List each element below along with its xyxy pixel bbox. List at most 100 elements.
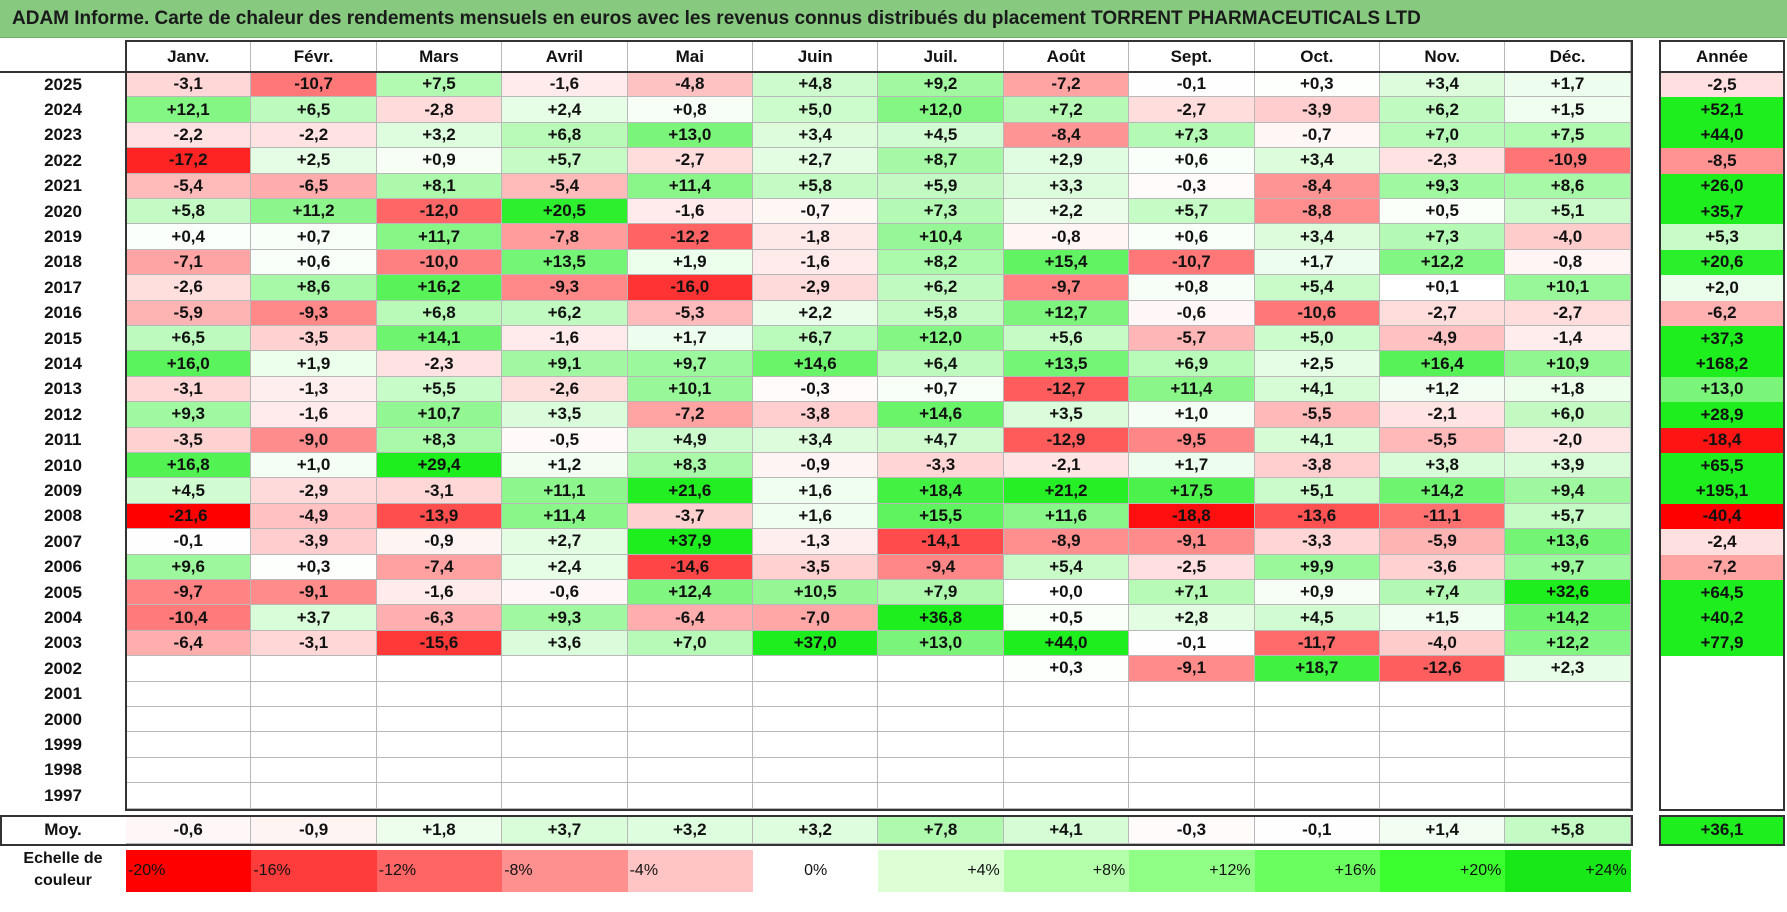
heatmap-cell — [251, 681, 377, 707]
heatmap-cell: +3,6 — [502, 630, 628, 657]
heatmap-cell: +3,3 — [1003, 173, 1130, 199]
heatmap-cell: +0,3 — [1003, 656, 1130, 682]
heatmap-cell — [126, 656, 252, 682]
heatmap-cell: -6,4 — [627, 605, 753, 631]
heatmap-cell: +6,5 — [126, 326, 252, 352]
heatmap-cell: +18,7 — [1254, 656, 1380, 682]
year-label: 2016 — [44, 303, 82, 323]
heatmap-cell: -3,3 — [1254, 529, 1380, 555]
heatmap-cell — [753, 707, 879, 733]
heatmap-cell — [502, 783, 628, 809]
heatmap-cell: +2,3 — [1505, 656, 1631, 682]
month-header: Avril — [502, 42, 628, 72]
annual-cell: +52,1 — [1660, 97, 1784, 123]
heatmap-cell: -14,6 — [627, 554, 753, 580]
heatmap-cell: +9,9 — [1254, 554, 1380, 580]
heatmap-cell: -9,7 — [126, 580, 252, 606]
heatmap-cell: -3,5 — [251, 326, 377, 352]
color-scale-step: -8% — [502, 850, 628, 892]
heatmap-cell: +13,0 — [878, 630, 1004, 657]
heatmap-cell: +3,2 — [376, 122, 503, 149]
heatmap-cell: +16,2 — [376, 275, 503, 301]
heatmap-cell: +5,9 — [878, 173, 1004, 199]
heatmap-cell: +44,0 — [1003, 630, 1130, 657]
heatmap-cell: +12,2 — [1380, 249, 1506, 276]
heatmap-cell: -9,1 — [1129, 656, 1255, 682]
heatmap-cell — [1129, 757, 1255, 784]
heatmap-cell: -4,9 — [1380, 326, 1506, 352]
heatmap-cell — [1254, 732, 1380, 758]
heatmap-cell: -4,8 — [627, 72, 753, 98]
heatmap-cell: +6,9 — [1129, 351, 1255, 377]
heatmap-cell — [126, 757, 252, 784]
heatmap-cell — [376, 681, 503, 707]
heatmap-cell: +1,9 — [627, 249, 753, 276]
heatmap-cell: +4,5 — [878, 122, 1004, 149]
heatmap-cell: -2,7 — [1129, 97, 1255, 123]
heatmap-cell: -0,9 — [753, 453, 879, 479]
average-cell: +3,7 — [502, 816, 628, 844]
heatmap-cell: -0,8 — [1003, 224, 1130, 250]
heatmap-cell: +1,7 — [1129, 453, 1255, 479]
heatmap-cell: +0,6 — [1129, 148, 1255, 174]
heatmap-cell: +6,2 — [878, 275, 1004, 301]
heatmap-cell: -1,4 — [1505, 326, 1631, 352]
heatmap-cell: -6,3 — [376, 605, 503, 631]
month-header: Juil. — [878, 42, 1004, 72]
heatmap-cell: -8,4 — [1254, 173, 1380, 199]
heatmap-cell: +13,6 — [1505, 529, 1631, 555]
heatmap-cell — [1505, 707, 1631, 733]
heatmap-cell: -3,1 — [376, 478, 503, 504]
heatmap-cell: -2,3 — [376, 351, 503, 377]
heatmap-cell — [251, 732, 377, 758]
heatmap-cell: +21,2 — [1003, 478, 1130, 504]
year-label: 2011 — [44, 430, 82, 450]
heatmap-cell: -9,3 — [502, 275, 628, 301]
month-header: Nov. — [1380, 42, 1506, 72]
heatmap-cell: +7,0 — [1380, 122, 1506, 149]
header-divider — [0, 71, 1633, 73]
heatmap-cell: +7,5 — [1505, 122, 1631, 149]
color-scale-step: +8% — [1003, 850, 1130, 892]
heatmap-cell: +8,6 — [251, 275, 377, 301]
heatmap-cell: -0,1 — [1129, 72, 1255, 98]
annual-cell: +40,2 — [1660, 605, 1784, 631]
heatmap-cell: +5,6 — [1003, 326, 1130, 352]
annual-cell: -7,2 — [1660, 554, 1784, 580]
heatmap-cell — [627, 732, 753, 758]
color-scale-step: -20% — [126, 850, 252, 892]
average-cell: -0,3 — [1129, 816, 1255, 844]
heatmap-cell: +12,1 — [126, 97, 252, 123]
heatmap-cell: +7,3 — [878, 199, 1004, 225]
heatmap-cell: +0,0 — [1003, 580, 1130, 606]
heatmap-cell: -2,5 — [1129, 554, 1255, 580]
year-label: 2012 — [44, 404, 82, 424]
heatmap-cell: -6,5 — [251, 173, 377, 199]
heatmap-cell — [878, 757, 1004, 784]
heatmap-cell — [753, 656, 879, 682]
year-label: 2001 — [44, 684, 82, 704]
heatmap-cell: +0,8 — [627, 97, 753, 123]
heatmap-cell: +8,1 — [376, 173, 503, 199]
month-header: Janv. — [126, 42, 252, 72]
heatmap-cell: -15,6 — [376, 630, 503, 657]
heatmap-cell: -5,3 — [627, 300, 753, 326]
heatmap-cell: -2,1 — [1380, 402, 1506, 428]
heatmap-cell: -9,1 — [251, 580, 377, 606]
heatmap-cell: -1,6 — [502, 72, 628, 98]
heatmap-cell: +6,2 — [1380, 97, 1506, 123]
heatmap-cell: -3,8 — [1254, 453, 1380, 479]
heatmap-cell: -0,1 — [126, 529, 252, 555]
color-scale-step: +4% — [878, 850, 1004, 892]
heatmap-cell — [1505, 757, 1631, 784]
year-label: 2006 — [44, 557, 82, 577]
heatmap-cell: +15,4 — [1003, 249, 1130, 276]
heatmap-cell: +5,0 — [1254, 326, 1380, 352]
heatmap-cell: +37,0 — [753, 630, 879, 657]
heatmap-cell: +5,7 — [1505, 503, 1631, 530]
heatmap-cell: -4,0 — [1380, 630, 1506, 657]
heatmap-cell: +5,1 — [1505, 199, 1631, 225]
heatmap-cell — [376, 732, 503, 758]
heatmap-cell: -3,6 — [1380, 554, 1506, 580]
heatmap-cell: -1,6 — [753, 249, 879, 276]
